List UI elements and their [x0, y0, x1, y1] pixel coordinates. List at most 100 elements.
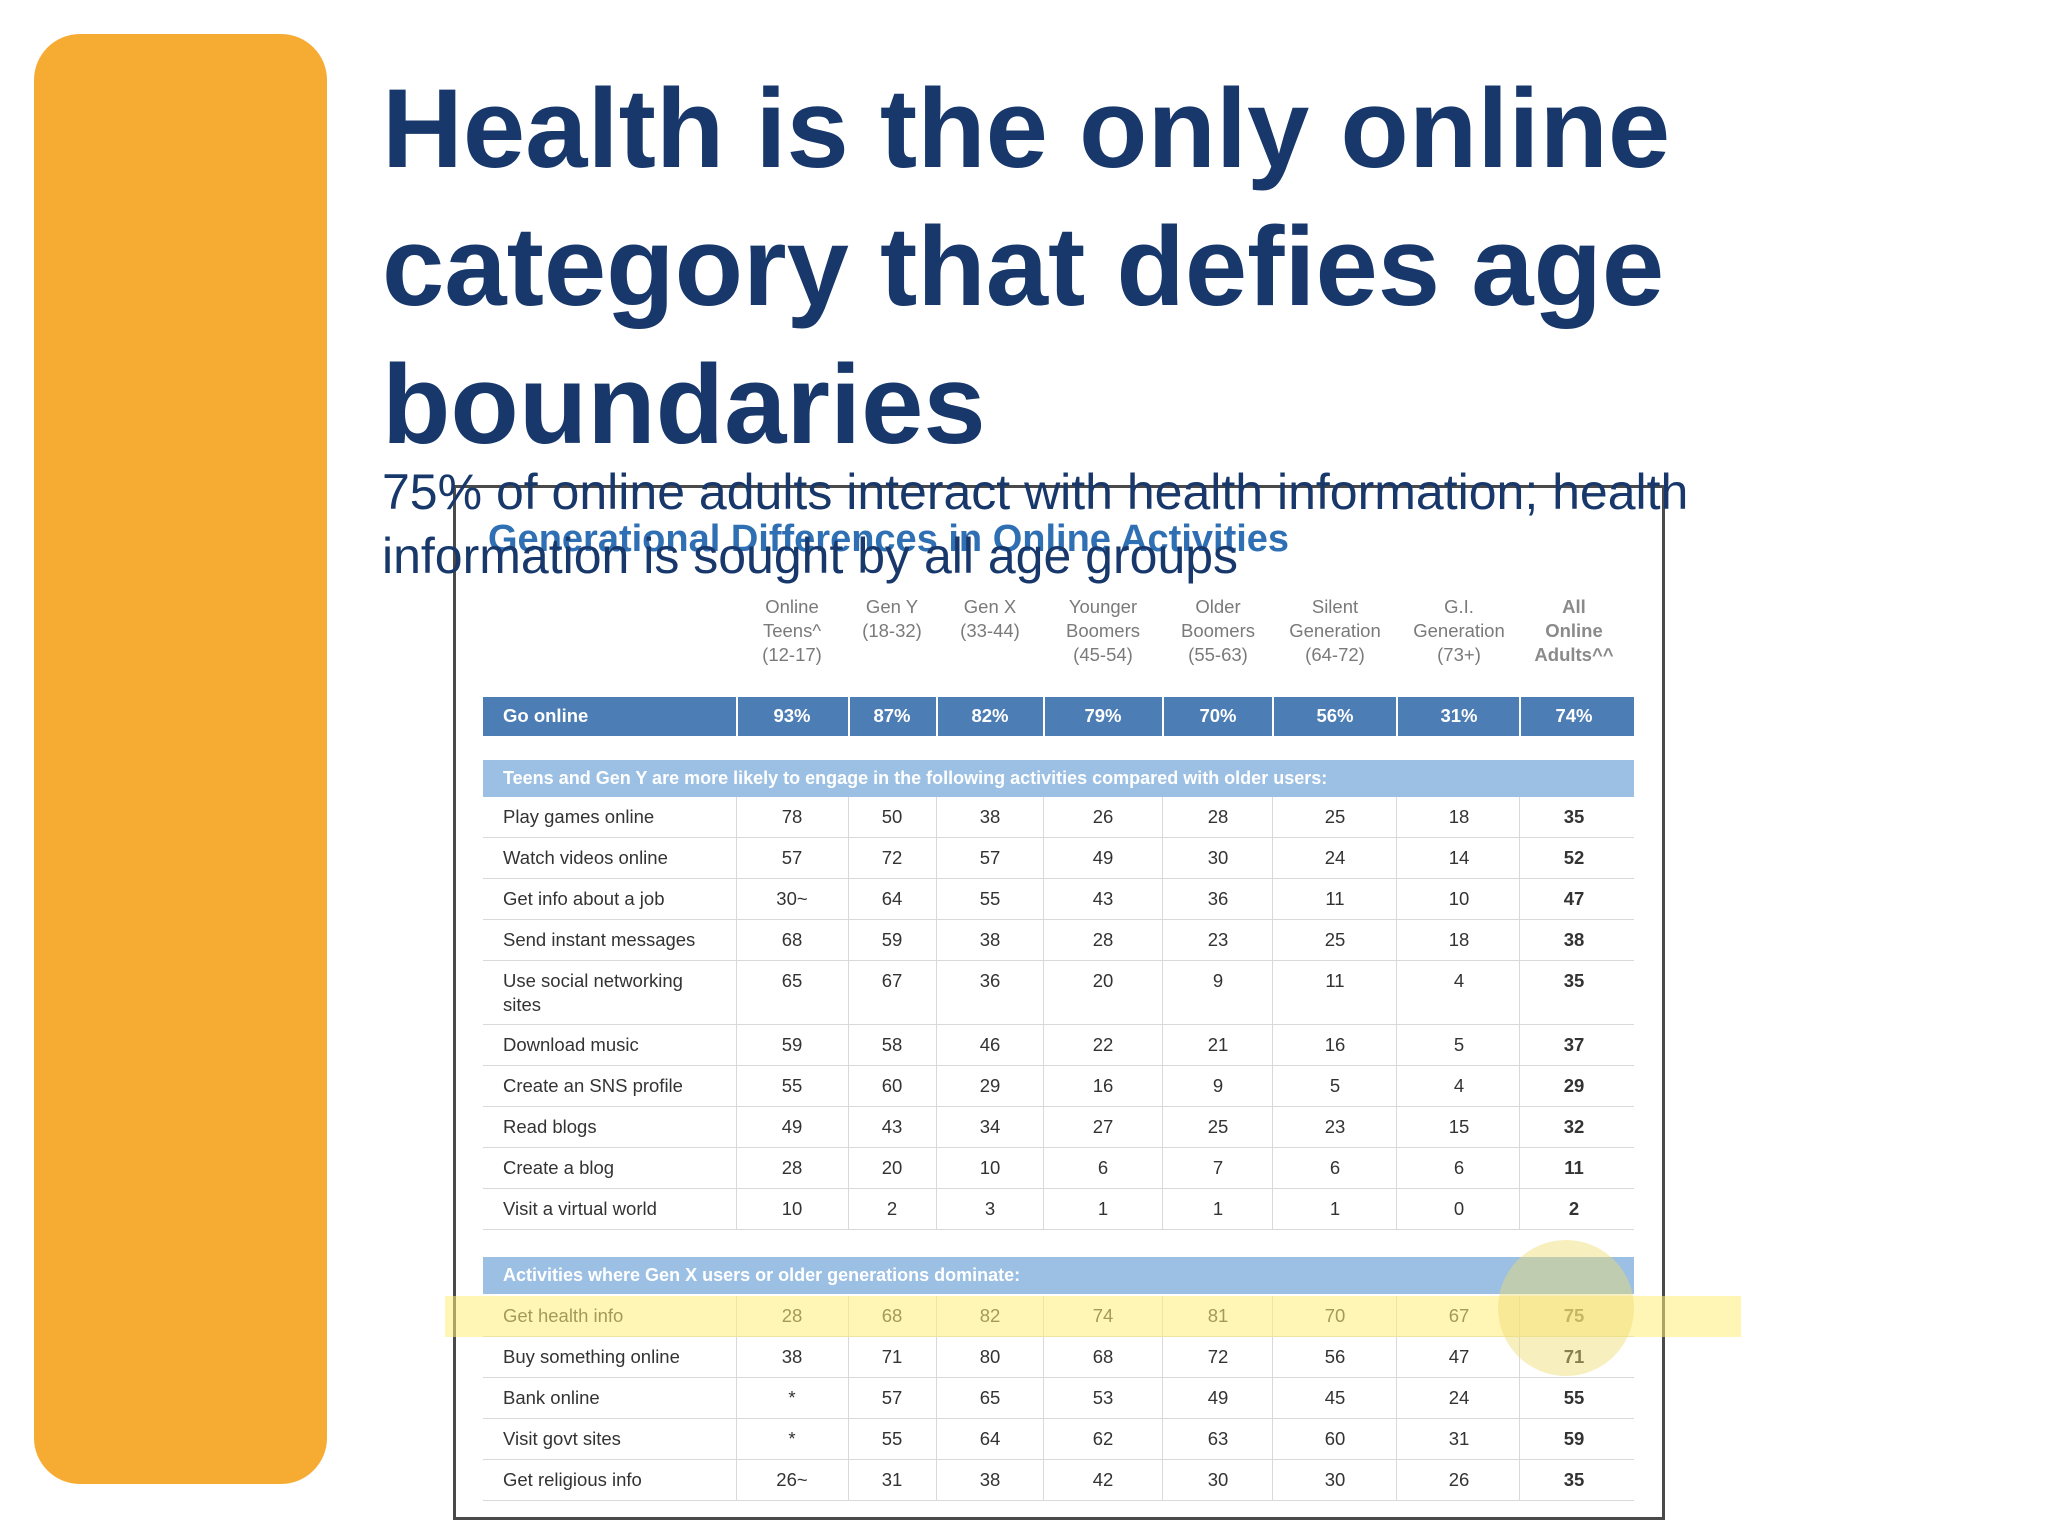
table-row: Download music 59 58 46 22 21 16 5 37: [483, 1025, 1634, 1066]
cell-value: 25: [1207, 1116, 1229, 1137]
column-divider: [848, 1296, 849, 1501]
cell-value: 43: [881, 1116, 903, 1137]
column-header: Online Teens^ (12-17): [762, 596, 822, 665]
cell-value: 10: [1448, 888, 1470, 909]
table-row: Visit a virtual world 10 2 3 1 1 1 0 2: [483, 1189, 1634, 1230]
table-row: Read blogs 49 43 34 27 25 23 15 32: [483, 1107, 1634, 1148]
cell-value: 28: [781, 1157, 803, 1178]
go-online-divider: [736, 697, 738, 736]
section-header-younger: Teens and Gen Y are more likely to engag…: [483, 760, 1634, 797]
cell-value: 29: [1563, 1075, 1585, 1096]
table-row: Create an SNS profile 55 60 29 16 9 5 4 29: [483, 1066, 1634, 1107]
cell-value: 64: [979, 1428, 1001, 1449]
column-divider: [1272, 1296, 1273, 1501]
cell-value: 59: [881, 929, 903, 950]
row-label: Send instant messages: [503, 929, 696, 950]
cell-value: 57: [781, 847, 803, 868]
cell-value: 6: [1329, 1157, 1341, 1178]
column-divider: [1272, 797, 1273, 1230]
table-row: Use social networking sites 65 67 36 20 9 11 4 3…: [483, 961, 1634, 1025]
column-divider: [936, 797, 937, 1230]
cell-value: 26: [1448, 1469, 1470, 1490]
table-row: Create a blog 28 20 10 6 7 6 6 11: [483, 1148, 1634, 1189]
cell-value: 65: [979, 1387, 1001, 1408]
table-image-frame: [453, 485, 1665, 1520]
cell-value: 55: [781, 1075, 803, 1096]
cell-value: 4: [1453, 970, 1465, 991]
column-header: Younger Boomers (45-54): [1065, 596, 1141, 665]
row-label: Read blogs: [503, 1116, 597, 1137]
go-online-row: Go online 93% 87% 82% 79% 70% 56% 31% 74%: [483, 697, 1634, 736]
cell-value: 50: [881, 806, 903, 827]
row-label: Create an SNS profile: [503, 1075, 683, 1096]
cell-value: 35: [1563, 1469, 1585, 1490]
column-divider: [1519, 797, 1520, 1230]
cell-value: 10: [781, 1198, 803, 1219]
cell-value: 14: [1448, 847, 1470, 868]
column-divider: [1162, 797, 1163, 1230]
column-divider: [736, 1296, 737, 1501]
cell-value: 46: [979, 1034, 1001, 1055]
cell-value: 25: [1324, 806, 1346, 827]
cell-value: 67: [881, 970, 903, 991]
cell-value: 2: [1568, 1198, 1580, 1219]
go-online-divider: [936, 697, 938, 736]
accent-bar: [34, 34, 327, 1484]
go-online-value: 70%: [1199, 705, 1237, 726]
cell-value: 9: [1212, 1075, 1224, 1096]
row-label: Get info about a job: [503, 888, 665, 909]
cell-value: 1: [1212, 1198, 1224, 1219]
cell-value: 64: [881, 888, 903, 909]
cell-value: 72: [881, 847, 903, 868]
cell-value: 30: [1207, 847, 1229, 868]
cell-value: 49: [1092, 847, 1114, 868]
cell-value: 59: [1563, 1428, 1585, 1449]
row-label: Visit govt sites: [503, 1428, 621, 1449]
cell-value: 16: [1092, 1075, 1114, 1096]
go-online-value: 82%: [971, 705, 1009, 726]
cell-value: 35: [1563, 970, 1585, 991]
cell-value: 59: [781, 1034, 803, 1055]
cell-value: 56: [1324, 1346, 1346, 1367]
cell-value: 25: [1324, 929, 1346, 950]
cell-value: 55: [1563, 1387, 1585, 1408]
cell-value: 1: [1329, 1198, 1341, 1219]
cell-value: 62: [1092, 1428, 1114, 1449]
cell-value: 60: [881, 1075, 903, 1096]
table-row: Buy something online 38 71 80 68 72 56 47 71: [483, 1337, 1634, 1378]
cell-value: 29: [979, 1075, 1001, 1096]
column-divider: [736, 797, 737, 1230]
cell-value: 9: [1212, 970, 1224, 991]
column-header: G.I. Generation (73+): [1413, 596, 1505, 665]
cell-value: 31: [881, 1469, 903, 1490]
cell-value: 18: [1448, 929, 1470, 950]
cell-value: 38: [979, 1469, 1001, 1490]
cell-value: 24: [1324, 847, 1346, 868]
cell-value: 26~: [776, 1469, 808, 1490]
row-label: Create a blog: [503, 1157, 615, 1178]
cell-value: 45: [1324, 1387, 1346, 1408]
column-header: Gen X (33-44): [960, 596, 1020, 641]
cell-value: 20: [1092, 970, 1114, 991]
row-label: Visit a virtual world: [503, 1198, 657, 1219]
cell-value: 42: [1092, 1469, 1114, 1490]
cell-value: 18: [1448, 806, 1470, 827]
column-divider: [1396, 797, 1397, 1230]
cell-value: *: [788, 1387, 796, 1408]
table-row: Watch videos online 57 72 57 49 30 24 14 52: [483, 838, 1634, 879]
cell-value: 68: [1092, 1346, 1114, 1367]
cell-value: 1: [1097, 1198, 1109, 1219]
cell-value: 37: [1563, 1034, 1585, 1055]
cell-value: 47: [1563, 888, 1585, 909]
cell-value: 60: [1324, 1428, 1346, 1449]
cell-value: 21: [1207, 1034, 1229, 1055]
cell-value: 28: [1207, 806, 1229, 827]
cell-value: 78: [781, 806, 803, 827]
cell-value: 30: [1207, 1469, 1229, 1490]
cell-value: 15: [1448, 1116, 1470, 1137]
go-online-value: 93%: [773, 705, 811, 726]
row-label: Use social networking sites: [503, 970, 683, 1015]
table-row: Visit govt sites * 55 64 62 63 60 31 59: [483, 1419, 1634, 1460]
cell-value: 22: [1092, 1034, 1114, 1055]
table-row: Get religious info 26~ 31 38 42 30 30 26 35: [483, 1460, 1634, 1501]
